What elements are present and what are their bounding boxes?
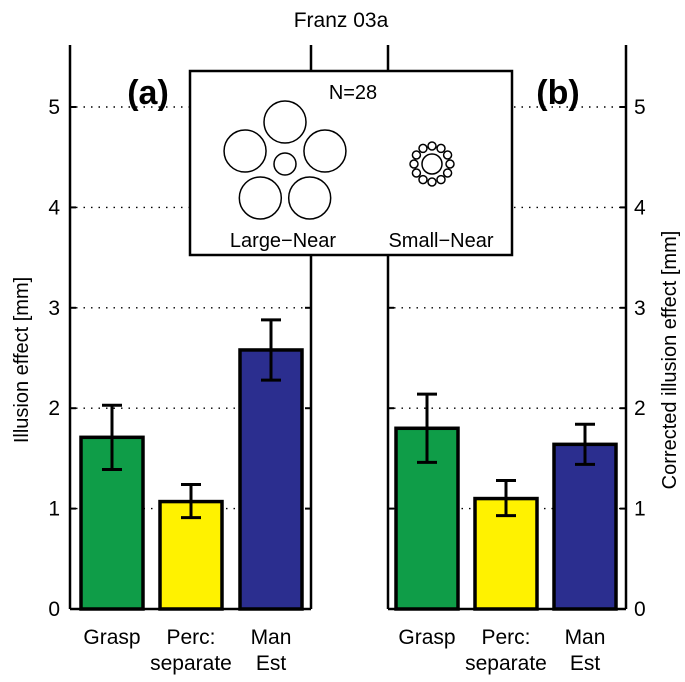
y-tick-label: 5: [634, 96, 646, 119]
y-tick-label: 0: [634, 598, 646, 621]
y-tick-label: 2: [48, 397, 60, 420]
panel-b: Grasp Perc: separate Man Est 0 1 2 3 4 5 Corrected …: [386, 45, 681, 675]
y-axis-label: Illusion effect [mm]: [11, 277, 33, 443]
panel-a: Grasp Perc: separate Man Est 0 1 2 3 4 5 Illusion e…: [11, 45, 313, 675]
surround-circle: [427, 141, 437, 151]
surround-circle: [238, 176, 283, 220]
category-label: Perc:: [166, 626, 215, 649]
surround-circle: [436, 143, 446, 154]
y-tick-label: 0: [48, 598, 60, 621]
y-tick-label: 5: [48, 96, 60, 119]
inset-left-label: Large−Near: [230, 230, 337, 252]
large-near-illusion-icon: [223, 100, 347, 220]
category-label: Man: [565, 626, 606, 649]
category-label: separate: [150, 652, 232, 675]
panel-letter: (a): [127, 74, 169, 112]
category-label: Man: [251, 626, 292, 649]
surround-circle: [418, 174, 428, 185]
surround-circle: [303, 129, 347, 173]
chart-title: Franz 03a: [294, 9, 389, 32]
bar-man-est: [238, 348, 304, 611]
surround-circle: [445, 159, 455, 169]
surround-circle: [223, 129, 267, 173]
y-tick-label: 1: [48, 498, 60, 521]
surround-circle: [427, 177, 437, 187]
y-tick-label: 4: [634, 196, 646, 219]
y-tick-label: 4: [48, 196, 60, 219]
surround-circle: [409, 159, 419, 169]
surround-circle: [411, 168, 422, 178]
surround-circle: [418, 143, 428, 154]
y-tick-label: 2: [634, 397, 646, 420]
category-label: Grasp: [83, 626, 140, 649]
category-label: Est: [570, 652, 601, 675]
small-near-illusion-icon: [409, 141, 455, 187]
category-label: Est: [256, 652, 287, 675]
y-tick-label: 3: [48, 297, 60, 320]
surround-circle: [287, 176, 332, 220]
y-axis-label: Corrected illusion effect [mm]: [659, 231, 681, 490]
surround-circle: [263, 100, 307, 144]
surround-circle: [442, 150, 453, 160]
center-circle: [421, 153, 443, 175]
surround-circle: [411, 150, 422, 160]
surround-circle: [436, 174, 446, 185]
inset-right-label: Small−Near: [388, 230, 493, 252]
category-label: Perc:: [481, 626, 530, 649]
category-label: separate: [465, 652, 547, 675]
center-circle: [273, 152, 297, 176]
y-tick-label: 3: [634, 297, 646, 320]
bar-man-est: [552, 442, 618, 611]
surround-circle: [442, 168, 453, 178]
inset-n-label: N=28: [329, 82, 377, 104]
category-label: Grasp: [398, 626, 455, 649]
illusion-inset: N=28 Large−Near Small−Near: [188, 69, 514, 257]
panel-letter: (b): [536, 74, 579, 112]
bar-perc-separate: [158, 499, 224, 611]
y-tick-label: 1: [634, 498, 646, 521]
